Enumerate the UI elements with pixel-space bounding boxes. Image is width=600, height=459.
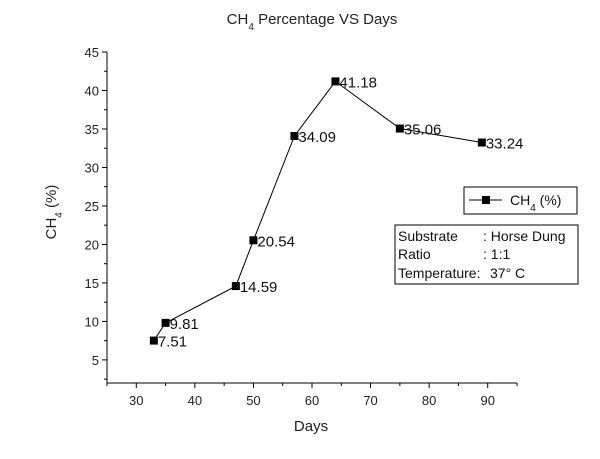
x-tick-label-70: 70	[363, 393, 377, 408]
legend-marker	[482, 196, 490, 204]
y-axis-label: CH4 (%)	[43, 185, 65, 240]
x-tick-label-60: 60	[305, 393, 319, 408]
data-label-6: 35.06	[404, 122, 442, 139]
data-point-0	[149, 336, 158, 345]
y-tick-label-40: 40	[85, 83, 99, 98]
data-point-2	[231, 282, 240, 291]
data-point-4	[290, 131, 299, 140]
data-labels: 7.519.81 14.59 20.54 34.09 41.18 35.06 33.24	[158, 74, 524, 350]
info-substrate-key: Substrate	[398, 228, 458, 244]
data-point-1	[161, 318, 170, 327]
x-tick-label-50: 50	[246, 393, 260, 408]
data-point-7	[477, 138, 486, 147]
x-tick-label-30: 30	[129, 393, 143, 408]
info-temperature-value: 37° C	[490, 265, 525, 281]
data-label-4: 34.09	[298, 129, 336, 146]
x-axis-label: Days	[294, 418, 328, 435]
y-tick-label-15: 15	[85, 276, 99, 291]
info-box-frame	[394, 224, 579, 285]
y-tick-label-10: 10	[85, 314, 99, 329]
series-layer	[149, 77, 486, 345]
data-point-3	[249, 236, 258, 245]
info-temperature-key: Temperature:	[398, 265, 480, 281]
x-ticks: 30 40 50 60 70 80 90	[106, 383, 518, 408]
x-tick-label-40: 40	[188, 393, 202, 408]
y-tick-label-25: 25	[85, 199, 99, 214]
chart-title: CH4 Percentage VS Days	[227, 11, 398, 33]
info-ratio-value: : 1:1	[483, 246, 510, 262]
info-box: Substrate : Horse Dung Ratio : 1:1 Tempe…	[394, 224, 579, 285]
y-tick-label-35: 35	[85, 122, 99, 137]
data-label-3: 20.54	[257, 233, 295, 250]
legend-entry: CH4 (%)	[510, 192, 561, 214]
data-label-7: 33.24	[486, 136, 524, 153]
data-point-5	[331, 77, 340, 86]
y-tick-label-5: 5	[92, 353, 99, 368]
y-tick-label-45: 45	[85, 45, 99, 60]
info-substrate-value: : Horse Dung	[483, 228, 565, 244]
y-tick-label-20: 20	[85, 237, 99, 252]
series-line-0	[153, 80, 482, 341]
y-tick-label-30: 30	[85, 160, 99, 175]
data-point-6	[395, 124, 404, 133]
data-label-2: 14.59	[240, 279, 278, 296]
info-ratio-key: Ratio	[398, 246, 431, 262]
x-tick-label-80: 80	[422, 393, 436, 408]
data-label-1: 9.81	[170, 316, 199, 333]
legend-box	[463, 186, 578, 215]
y-ticks: 5 10 15 20 25 30 35 40 45	[85, 45, 107, 380]
legend: CH4 (%)	[463, 186, 578, 215]
data-label-0: 7.51	[158, 334, 187, 351]
data-label-5: 41.18	[339, 74, 377, 91]
x-tick-label-90: 90	[480, 393, 494, 408]
